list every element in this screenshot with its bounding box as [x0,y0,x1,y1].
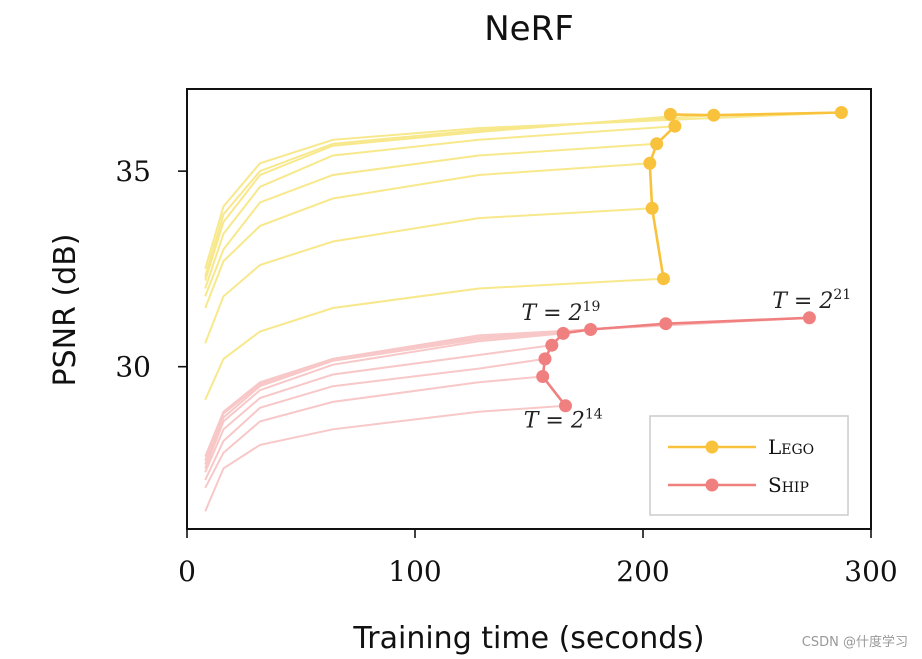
legend-box [649,415,849,516]
ship-curve-line-14 [204,322,666,461]
ship-curve-line-9 [204,375,543,489]
ship-frontier-point-3 [545,338,559,352]
legend-ship-marker [705,478,719,492]
y-tick-label-30: 30 [115,351,151,384]
lego-curve-line-1 [204,207,653,344]
watermark-text: CSDN @什度学习 [802,634,908,650]
ship-frontier-point-7 [802,311,816,325]
legend-lego-label: Lego [768,435,814,459]
lego-curve-line-3 [204,142,657,297]
lego-curve-line-2 [204,162,650,309]
lego-frontier-point-1 [645,201,659,215]
ship-frontier-point-6 [659,317,673,331]
annotation-group: T = 214 T = 219 T = 221 [521,287,851,433]
x-tick-label-100: 100 [388,555,441,588]
lego-frontier-point-0 [657,272,670,286]
legend: Lego Ship [649,415,849,516]
legend-lego-marker [705,440,719,454]
lego-curve-line-4 [204,125,675,289]
lego-frontier-point-4 [668,119,682,133]
ship-frontier-line [541,316,810,407]
lego-curve-line-6 [204,114,714,277]
plot-frame [186,88,872,530]
annotation-t14: T = 214 [524,406,603,433]
lego-frontier-point-5 [663,107,677,121]
annotation-t21: T = 221 [772,287,851,314]
ship-curve-line-12 [204,332,564,469]
ship-curve-line-15 [204,316,810,457]
ship-frontier-point-5 [584,323,598,336]
curve-group [204,111,842,512]
lego-curve-line-0 [204,277,664,401]
lego-frontier-point-3 [650,137,664,151]
lego-curve-line-7 [204,111,842,270]
chart-title: NeRF [484,9,574,49]
x-tick-label-0: 0 [178,555,196,588]
y-axis-label: PSNR (dB) [48,234,83,387]
x-tick-label-200: 200 [616,555,669,588]
ship-frontier-point-4 [556,326,570,340]
ship-curve-line-10 [204,357,546,481]
lego-frontier-point-7 [834,106,848,119]
lego-frontier-point-6 [707,108,721,122]
ship-frontier-point-0 [559,399,572,413]
x-tick-label-300: 300 [844,555,897,588]
lego-frontier-line [648,111,842,279]
ship-frontier-point-1 [536,370,550,383]
legend-ship-label: Ship [768,473,809,497]
ship-frontier-point-2 [538,352,552,366]
ship-curve-line-11 [204,344,552,473]
frontier-group [536,106,848,413]
annotation-t19: T = 219 [521,299,600,326]
tick-group: 0 100 200 300 30 35 [115,155,897,588]
x-axis-label: Training time (seconds) [352,621,704,656]
ship-curve-line-13 [204,328,591,465]
lego-curve-line-5 [204,115,671,281]
ship-curve-line-8 [204,404,566,512]
lego-frontier-point-2 [643,156,657,170]
y-tick-label-35: 35 [115,155,151,188]
